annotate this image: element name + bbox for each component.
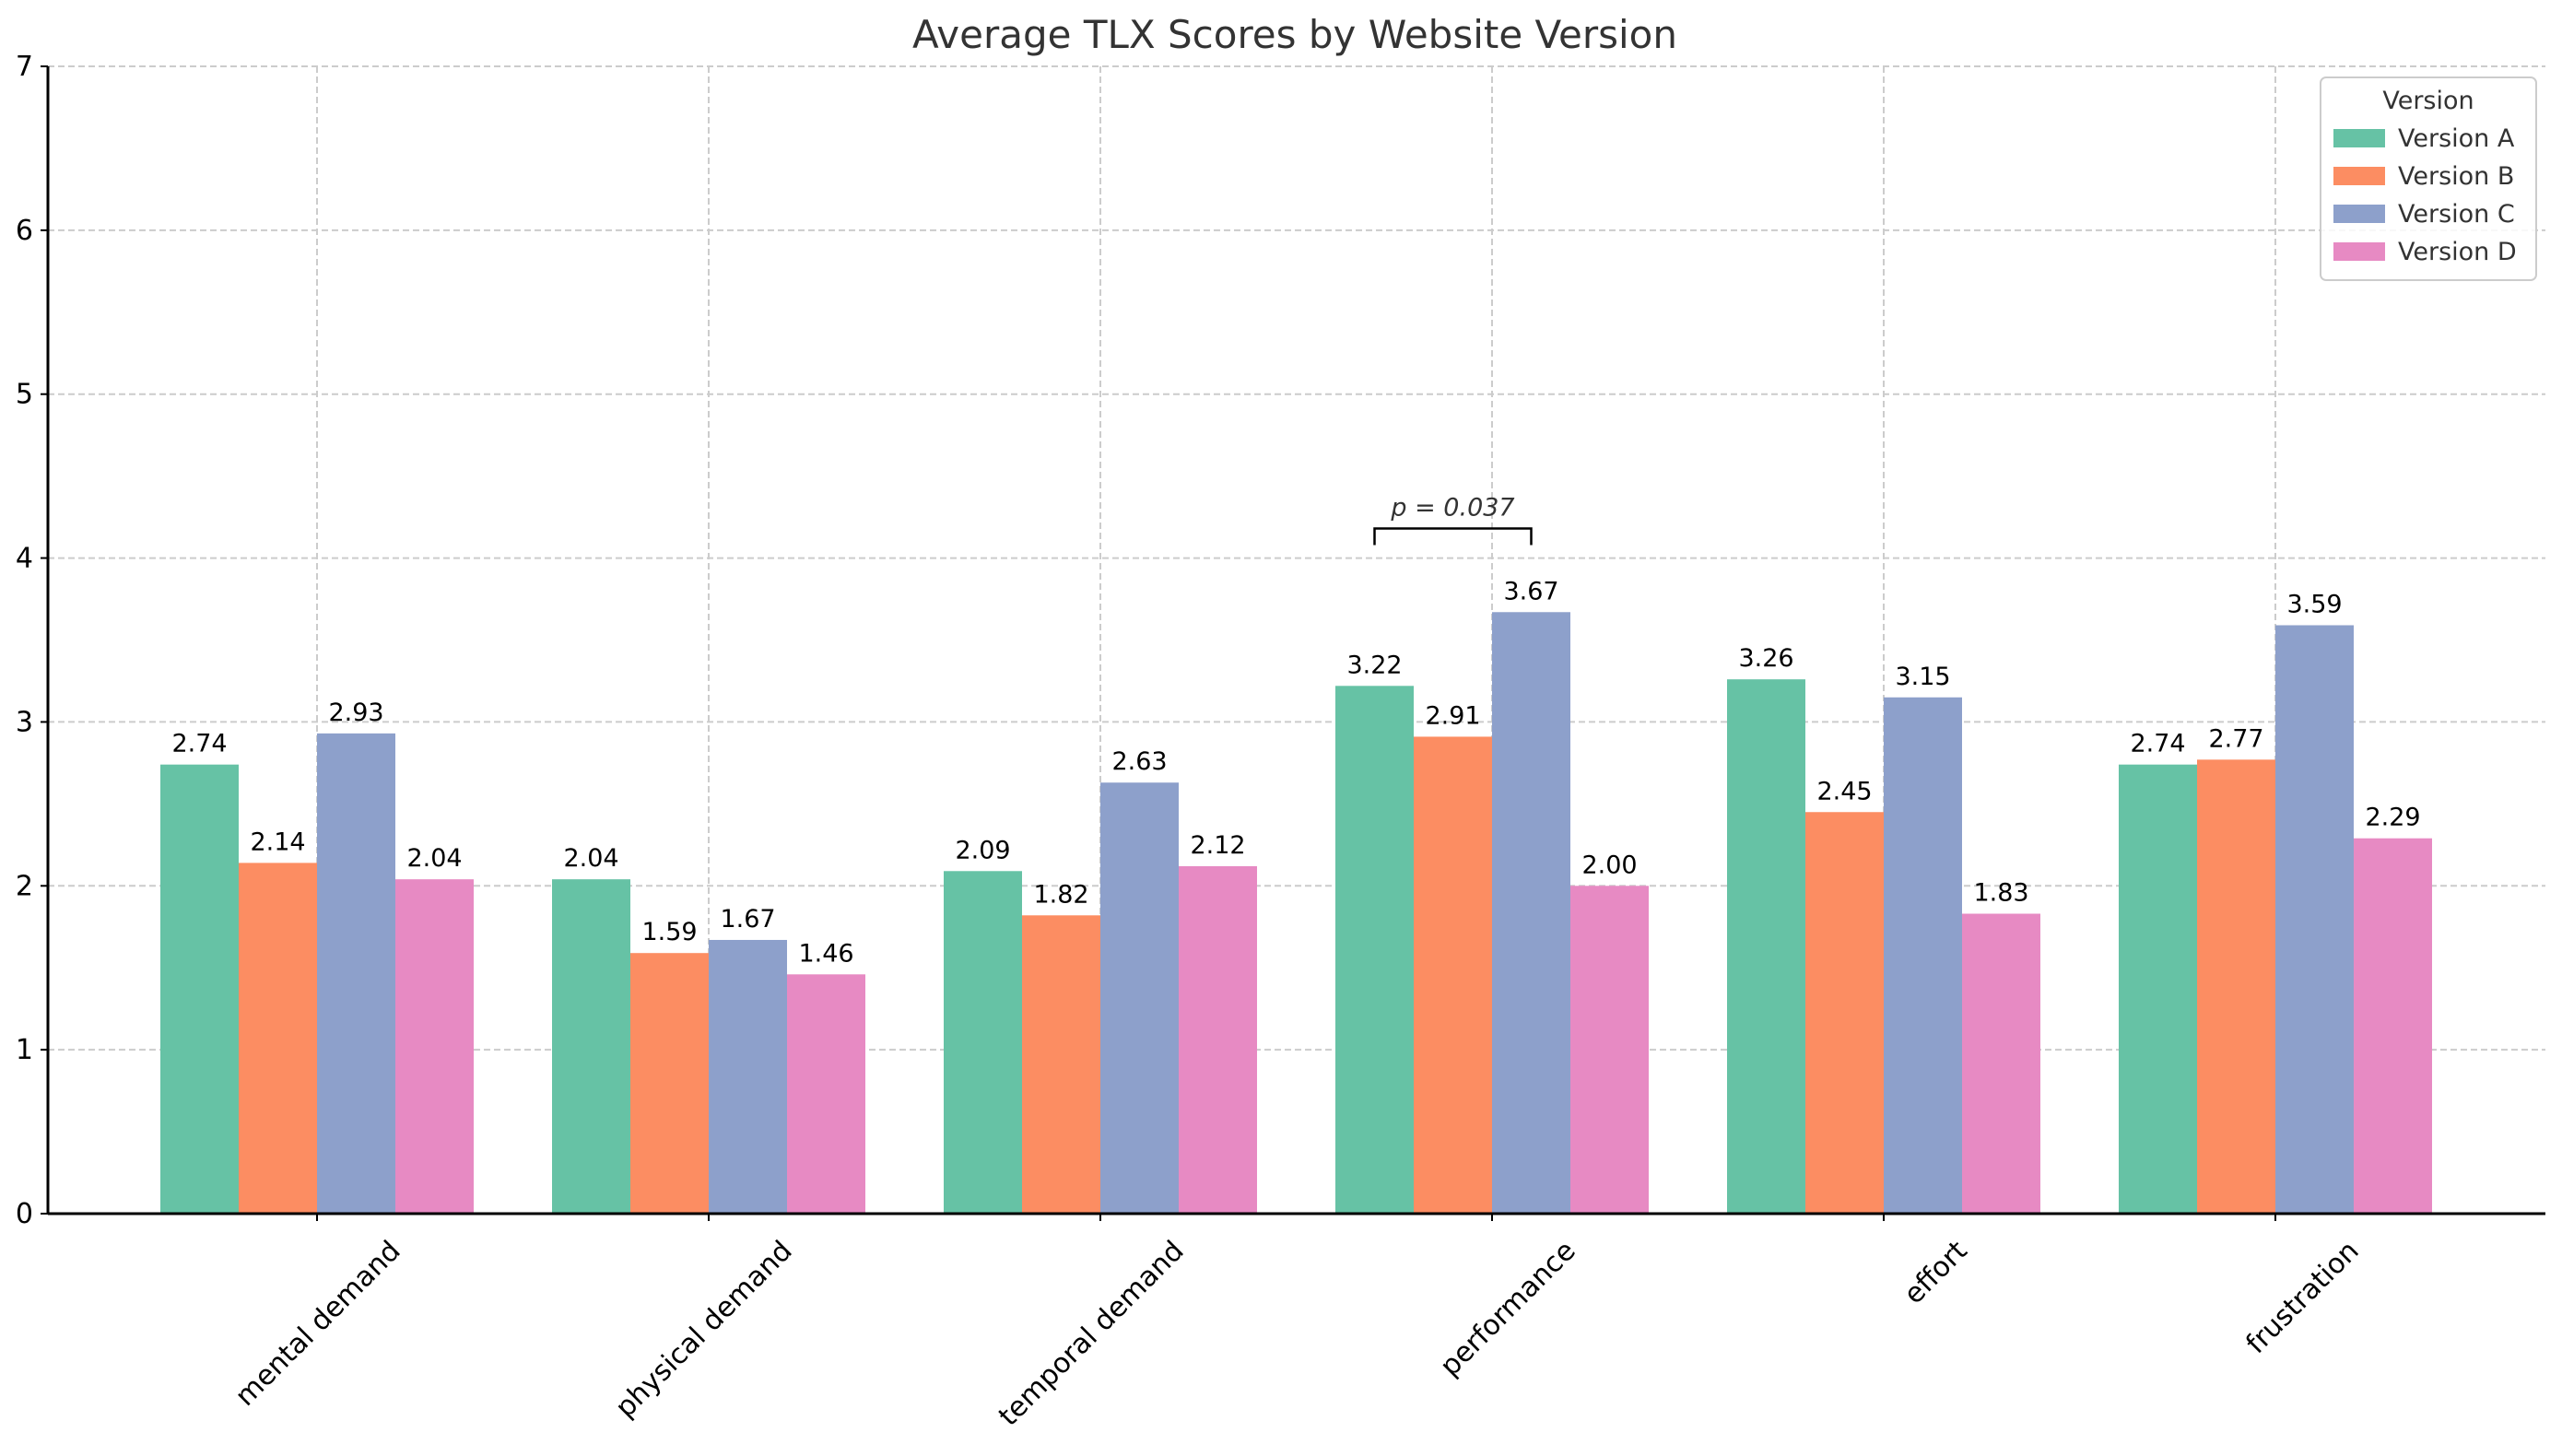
bar	[317, 733, 395, 1214]
y-tick-label: 3	[16, 706, 33, 738]
bar	[787, 974, 865, 1214]
bar-value-label: 1.46	[798, 939, 853, 968]
bar-value-label: 1.59	[641, 918, 697, 946]
y-tick-label: 2	[16, 870, 33, 902]
bar	[630, 953, 709, 1214]
bar	[1962, 913, 2040, 1214]
bar-value-label: 1.83	[1973, 879, 2028, 908]
bar	[1414, 736, 1492, 1214]
legend-swatch	[2333, 129, 2385, 147]
x-tick-label: mental demand	[229, 1235, 407, 1413]
bar	[2354, 838, 2432, 1214]
bar-value-label: 2.93	[328, 699, 383, 727]
bar	[1335, 686, 1414, 1214]
x-tick-label: frustration	[2240, 1235, 2366, 1360]
legend-label: Version C	[2398, 200, 2515, 229]
bar	[2119, 764, 2197, 1214]
y-tick-label: 1	[16, 1034, 33, 1066]
x-tick-label: physical demand	[609, 1235, 799, 1425]
bar-value-label: 2.63	[1111, 747, 1167, 776]
bar	[1179, 865, 1257, 1214]
bar-value-label: 3.59	[2286, 590, 2342, 618]
bar	[2197, 759, 2275, 1214]
p-value-label: p = 0.037	[1390, 494, 1514, 523]
bar-value-label: 1.82	[1033, 880, 1088, 909]
y-tick-label: 6	[16, 215, 33, 247]
x-tick-label: temporal demand	[993, 1235, 1191, 1433]
legend-swatch	[2333, 167, 2385, 185]
bar	[2275, 625, 2354, 1214]
legend-title: Version	[2382, 87, 2474, 115]
bar-value-label: 2.14	[250, 828, 305, 856]
bar-value-label: 1.67	[720, 905, 775, 933]
legend-box	[2320, 76, 2537, 281]
bars	[160, 612, 2432, 1214]
bar-value-label: 2.77	[2208, 724, 2263, 753]
bar	[160, 764, 239, 1214]
legend-label: Version B	[2398, 162, 2514, 191]
legend-swatch	[2333, 242, 2385, 261]
bar-value-label: 2.04	[406, 844, 462, 873]
x-tick-label: effort	[1898, 1235, 1974, 1311]
y-tick-label: 4	[16, 543, 33, 575]
bar-value-label: 3.26	[1738, 644, 1793, 673]
chart-title: Average TLX Scores by Website Version	[912, 12, 1677, 57]
x-tick-label: performance	[1434, 1235, 1582, 1383]
bar	[239, 863, 317, 1214]
bar-value-label: 2.00	[1581, 851, 1637, 879]
legend-swatch	[2333, 205, 2385, 223]
bar	[1805, 812, 1884, 1214]
legend: Version Version A Version B Version C Versio…	[2320, 76, 2537, 281]
bar-value-label: 2.04	[563, 844, 618, 873]
bar	[1100, 782, 1179, 1214]
bar	[1570, 886, 1649, 1214]
y-tick-label: 7	[16, 51, 33, 83]
bar-value-label: 2.74	[171, 730, 227, 758]
y-tick-label: 0	[16, 1198, 33, 1230]
y-tick-label: 5	[16, 379, 33, 411]
bar-value-label: 3.15	[1895, 663, 1950, 691]
bar	[1492, 612, 1570, 1214]
bar-value-label: 2.29	[2365, 804, 2420, 832]
bar-value-label: 3.22	[1346, 651, 1402, 679]
bar	[395, 879, 474, 1214]
legend-label: Version A	[2398, 124, 2515, 153]
legend-label: Version D	[2398, 238, 2517, 266]
bar-value-label: 2.74	[2130, 730, 2185, 758]
bar-value-labels: 2.74 2.04 2.09 3.22 3.26 2.74 2.14 1.59 1.82 2.91…	[171, 577, 2420, 968]
significance-annotation: p = 0.037	[1373, 494, 1533, 546]
bar-value-label: 2.09	[955, 836, 1010, 864]
significance-bracket	[1373, 527, 1533, 546]
bar-value-label: 3.67	[1503, 577, 1558, 605]
bar	[1884, 697, 1962, 1214]
bar	[1022, 915, 1100, 1214]
bar-value-label: 2.45	[1816, 777, 1872, 805]
bar-value-label: 2.12	[1190, 831, 1245, 860]
bar	[552, 879, 630, 1214]
bar	[1727, 679, 1805, 1214]
bar	[709, 939, 787, 1214]
bar	[944, 871, 1022, 1214]
bar-value-label: 2.91	[1425, 701, 1480, 730]
